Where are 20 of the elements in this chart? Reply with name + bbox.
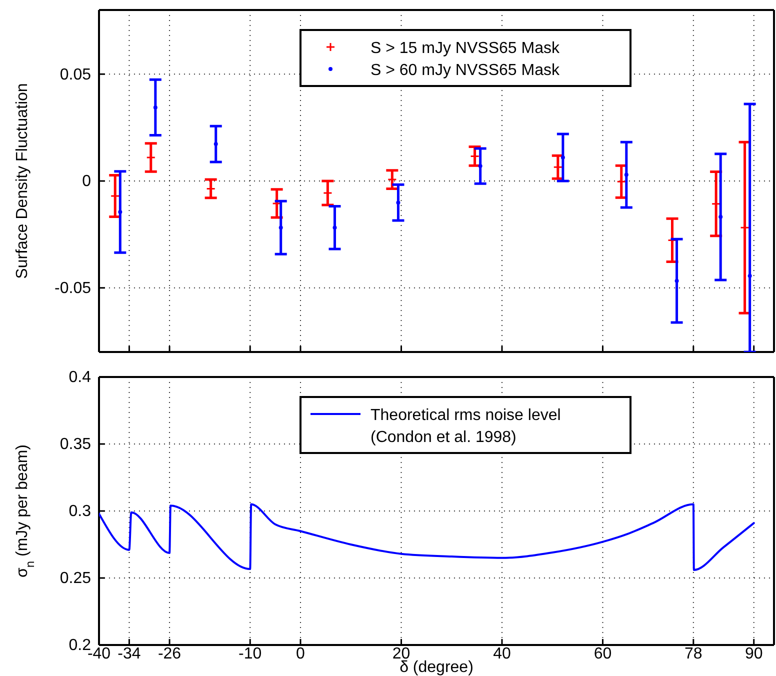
x-tick-label: -26 xyxy=(158,645,182,662)
x-tick-label: 40 xyxy=(493,645,511,662)
y-tick-label: -0.05 xyxy=(54,280,92,297)
x-tick-label: 90 xyxy=(744,645,763,662)
x-tick-label: -10 xyxy=(238,645,262,662)
x-tick-label: -34 xyxy=(118,645,141,662)
x-tick-label: 78 xyxy=(684,645,702,662)
y-tick-label: 0.35 xyxy=(60,436,92,454)
x-tick-label: 60 xyxy=(594,645,612,662)
legend-label: S > 15 mJy NVSS65 Mask xyxy=(370,40,560,57)
y-tick-label: 0.25 xyxy=(60,570,92,588)
y-tick-label: 0.4 xyxy=(68,369,92,386)
legend-label: Theoretical rms noise level (Condon et al. 1998) xyxy=(370,407,561,446)
y-tick-label: 0.05 xyxy=(60,66,92,84)
y-tick-label: 0.3 xyxy=(68,503,92,520)
y-axis-title: Surface Density Fluctuation xyxy=(14,83,31,279)
x-tick-label: 0 xyxy=(296,645,306,662)
legend-label: S > 60 mJy NVSS65 Mask xyxy=(370,62,560,79)
y-tick-label: 0 xyxy=(82,173,92,190)
x-axis-title: δ (degree) xyxy=(400,659,474,676)
